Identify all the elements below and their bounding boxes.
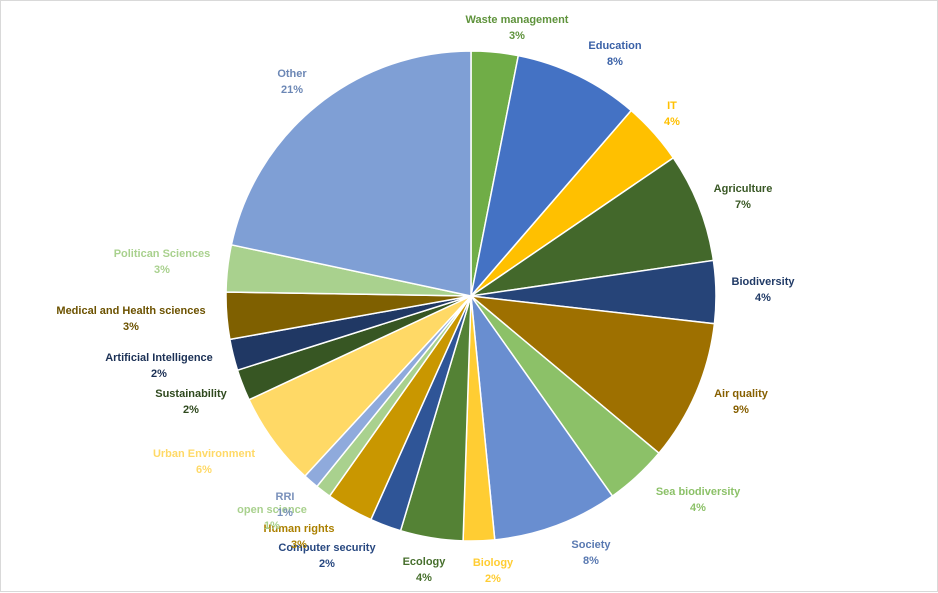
slice-category-label: Sustainability [155, 388, 227, 400]
slice-category-label: Sea biodiversity [656, 486, 741, 498]
slice-category-label: Politican Sciences [114, 248, 211, 260]
slice-percent-label: 4% [664, 116, 680, 128]
slice-percent-label: 2% [485, 573, 501, 585]
slice-category-label: RRI [276, 491, 295, 503]
slice-percent-label: 7% [735, 199, 751, 211]
slice-percent-label: 3% [154, 264, 170, 276]
slice-percent-label: 3% [123, 321, 139, 333]
slice-percent-label: 6% [196, 464, 212, 476]
slice-category-label: Biology [473, 557, 514, 569]
pie-slice-agriculture [470, 156, 715, 297]
slice-percent-label: 4% [416, 572, 432, 584]
pie-slice-education [469, 54, 633, 299]
slice-category-label: Air quality [714, 388, 769, 400]
slice-percent-label: 2% [183, 404, 199, 416]
pie-slice-air-quality [468, 294, 716, 455]
slice-percent-label: 8% [583, 555, 599, 567]
slice-category-label: Other [277, 68, 307, 80]
slice-percent-label: 3% [509, 30, 525, 42]
slice-category-label: Ecology [403, 556, 447, 568]
slice-category-label: Waste management [466, 14, 569, 26]
slice-category-label: Human rights [264, 523, 335, 535]
slice-percent-label: 4% [755, 292, 771, 304]
slice-percent-label: 3% [291, 539, 307, 551]
pie-labels: Waste management 3% Education 8% IT 4% Agricul… [56, 14, 795, 585]
pie-slice-society [469, 293, 614, 541]
pie-slices [225, 50, 717, 542]
slice-category-label: Artificial Intelligence [105, 352, 213, 364]
slice-percent-label: 2% [319, 558, 335, 570]
pie-slice-other [230, 50, 472, 297]
slice-category-label: Agriculture [714, 183, 773, 195]
slice-category-label: Education [588, 40, 641, 52]
slice-category-label: Computer security [278, 542, 376, 554]
slice-percent-label: 9% [733, 404, 749, 416]
slice-percent-label: 1% [264, 520, 280, 532]
slice-percent-label: 21% [281, 84, 303, 96]
slice-category-label: Biodiversity [732, 276, 796, 288]
slice-percent-label: 4% [690, 502, 706, 514]
slice-category-label: open science [237, 504, 307, 516]
slice-category-label: Medical and Health sciences [56, 305, 205, 317]
slice-percent-label: 1% [277, 507, 293, 519]
slice-percent-label: 2% [151, 368, 167, 380]
slice-percent-label: 8% [607, 56, 623, 68]
slice-category-label: Urban Environment [153, 448, 255, 460]
slice-category-label: Society [571, 539, 611, 551]
slice-category-label: IT [667, 100, 677, 112]
